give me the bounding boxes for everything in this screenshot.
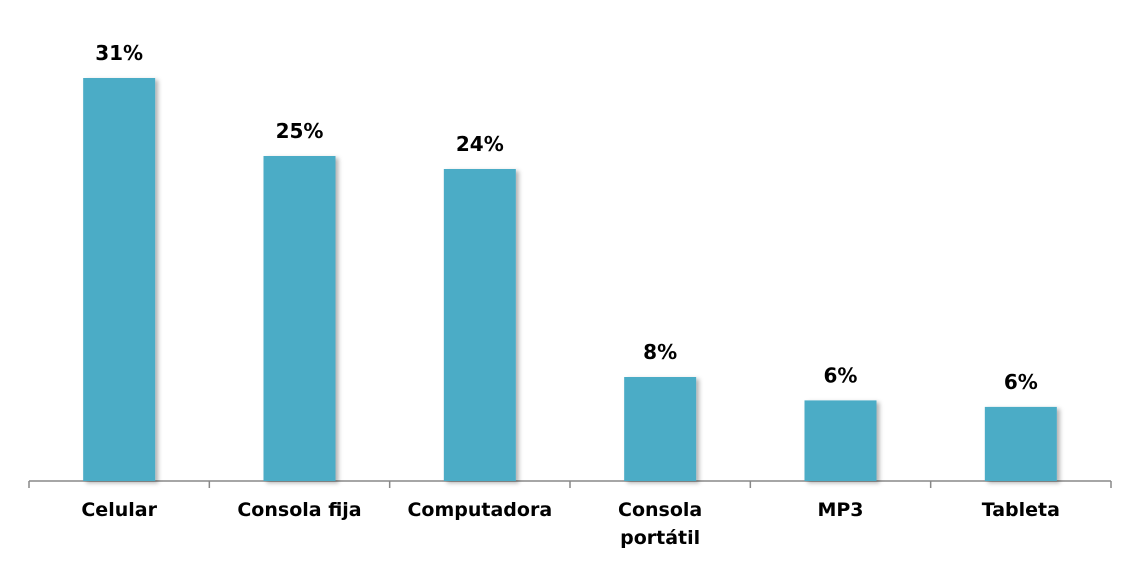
x-tick-label: Consola fija xyxy=(237,499,362,521)
value-label: 31% xyxy=(95,41,143,65)
value-label: 6% xyxy=(824,363,858,387)
x-tick-label: MP3 xyxy=(817,499,864,521)
x-tick-label: Consola portátil xyxy=(618,499,703,549)
x-tick-label: Computadora xyxy=(407,499,553,521)
value-label: 25% xyxy=(276,119,324,143)
bar xyxy=(443,169,516,481)
value-label: 24% xyxy=(456,132,504,156)
x-tick-label: Celular xyxy=(81,499,157,521)
value-label: 8% xyxy=(643,340,677,364)
bar xyxy=(984,406,1057,481)
bar xyxy=(83,78,156,481)
bar xyxy=(263,156,336,481)
bar xyxy=(804,400,877,481)
value-label: 6% xyxy=(1004,370,1038,394)
bar xyxy=(624,377,697,481)
x-tick-label: Tableta xyxy=(981,499,1060,521)
